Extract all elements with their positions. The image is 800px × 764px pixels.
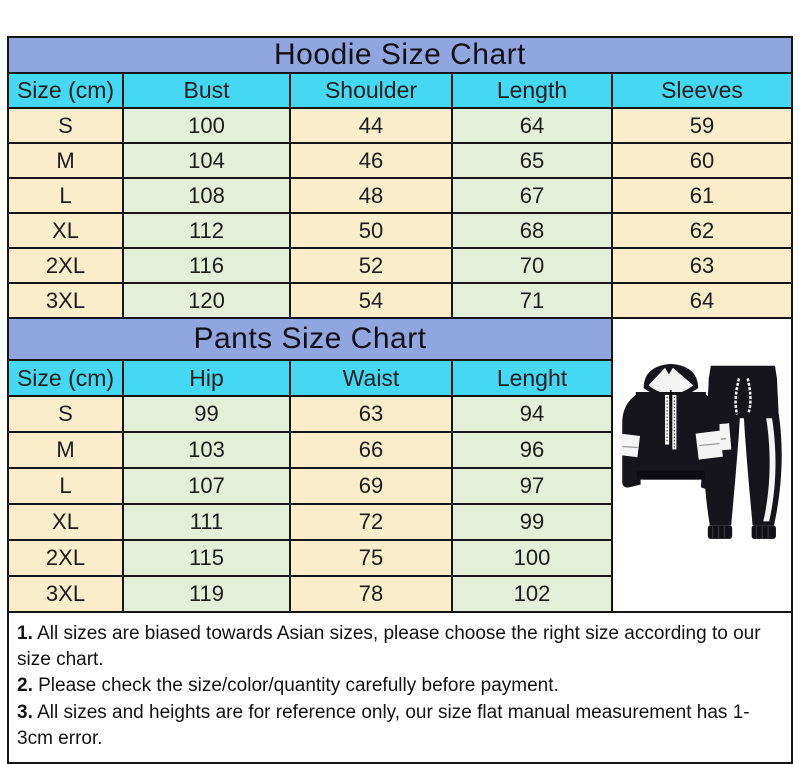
pants-row-xl-hip: 111 [124, 505, 289, 539]
size-chart-box: Hoodie Size Chart Size (cm) Bust Shoulde… [7, 36, 793, 764]
note-3-number: 3. [17, 701, 33, 723]
pants-row-s-hip: 99 [124, 397, 289, 431]
pants-row-l-hip: 107 [124, 469, 289, 503]
hoodie-row-xl-size: XL [9, 214, 122, 247]
size-notes: 1. All sizes are biased towards Asian si… [9, 613, 791, 763]
hoodie-row-3xl-sleeves: 64 [613, 284, 791, 317]
pants-row-s-size: S [9, 397, 122, 431]
pants-col-header-waist: Waist [291, 361, 451, 395]
hoodie-row-2xl-bust: 116 [124, 249, 289, 282]
pants-row-xl-length: 99 [453, 505, 611, 539]
pants-row-3xl-length: 102 [453, 577, 611, 611]
pants-col-header-length: Lenght [453, 361, 611, 395]
hoodie-row-3xl-size: 3XL [9, 284, 122, 317]
hoodie-row-m-sleeves: 60 [613, 144, 791, 177]
pants-row-m-length: 96 [453, 433, 611, 467]
hoodie-row-l-size: L [9, 179, 122, 212]
hoodie-row-m-bust: 104 [124, 144, 289, 177]
pants-row-l-waist: 69 [291, 469, 451, 503]
pants-row-m-hip: 103 [124, 433, 289, 467]
pants-size-table: Pants Size Chart [9, 319, 791, 611]
hoodie-row-s-size: S [9, 109, 122, 142]
hoodie-row-2xl-sleeves: 63 [613, 249, 791, 282]
pants-row-3xl-hip: 119 [124, 577, 289, 611]
hoodie-col-header-length: Length [453, 74, 611, 107]
jogger-pants-graphic [703, 365, 782, 539]
pants-row-s-length: 94 [453, 397, 611, 431]
pants-row-m-size: M [9, 433, 122, 467]
pants-row-2xl-waist: 75 [291, 541, 451, 575]
hoodie-row-2xl-shoulder: 52 [291, 249, 451, 282]
hoodie-row-3xl-length: 71 [453, 284, 611, 317]
hoodie-col-header-bust: Bust [124, 74, 289, 107]
hoodie-row-m-length: 65 [453, 144, 611, 177]
note-3-text: All sizes and heights are for reference … [17, 701, 750, 749]
note-2-number: 2. [17, 675, 33, 697]
hoodie-row-2xl-length: 70 [453, 249, 611, 282]
pants-col-header-hip: Hip [124, 361, 289, 395]
pants-row-2xl-size: 2XL [9, 541, 122, 575]
hoodie-row-xl-length: 68 [453, 214, 611, 247]
note-1-text: All sizes are biased towards Asian sizes… [17, 623, 761, 671]
product-image-cell [613, 319, 791, 611]
hoodie-row-3xl-shoulder: 54 [291, 284, 451, 317]
pants-row-3xl-size: 3XL [9, 577, 122, 611]
hoodie-col-header-shoulder: Shoulder [291, 74, 451, 107]
note-2-text: Please check the size/color/quantity car… [32, 675, 559, 697]
note-2: 2. Please check the size/color/quantity … [17, 673, 781, 699]
hoodie-row-l-shoulder: 48 [291, 179, 451, 212]
pants-row-3xl-waist: 78 [291, 577, 451, 611]
hoodie-row-s-sleeves: 59 [613, 109, 791, 142]
pants-row-xl-waist: 72 [291, 505, 451, 539]
hoodie-row-s-bust: 100 [124, 109, 289, 142]
hoodie-col-header-sleeves: Sleeves [613, 74, 791, 107]
pants-row-m-waist: 66 [291, 433, 451, 467]
hoodie-row-s-shoulder: 44 [291, 109, 451, 142]
pants-row-l-size: L [9, 469, 122, 503]
hoodie-graphic [619, 363, 723, 492]
hoodie-row-m-shoulder: 46 [291, 144, 451, 177]
hoodie-row-xl-shoulder: 50 [291, 214, 451, 247]
hoodie-row-m-size: M [9, 144, 122, 177]
pants-row-l-length: 97 [453, 469, 611, 503]
pants-row-xl-size: XL [9, 505, 122, 539]
hoodie-row-2xl-size: 2XL [9, 249, 122, 282]
pants-row-s-waist: 63 [291, 397, 451, 431]
pants-row-2xl-length: 100 [453, 541, 611, 575]
hoodie-col-header-size: Size (cm) [9, 74, 122, 107]
hoodie-row-l-length: 67 [453, 179, 611, 212]
hoodie-row-s-length: 64 [453, 109, 611, 142]
tracksuit-image [619, 363, 782, 539]
pants-table-title: Pants Size Chart [9, 319, 611, 359]
pants-col-header-size: Size (cm) [9, 361, 122, 395]
hoodie-size-table: Hoodie Size Chart Size (cm) Bust Shoulde… [9, 38, 791, 317]
hoodie-row-l-sleeves: 61 [613, 179, 791, 212]
hoodie-row-xl-sleeves: 62 [613, 214, 791, 247]
hoodie-row-l-bust: 108 [124, 179, 289, 212]
note-3: 3. All sizes and heights are for referen… [17, 700, 781, 752]
note-1-number: 1. [17, 623, 33, 644]
pants-row-2xl-hip: 115 [124, 541, 289, 575]
hoodie-row-3xl-bust: 120 [124, 284, 289, 317]
hoodie-row-xl-bust: 112 [124, 214, 289, 247]
hoodie-table-title: Hoodie Size Chart [9, 38, 791, 72]
note-1: 1. All sizes are biased towards Asian si… [17, 621, 781, 673]
